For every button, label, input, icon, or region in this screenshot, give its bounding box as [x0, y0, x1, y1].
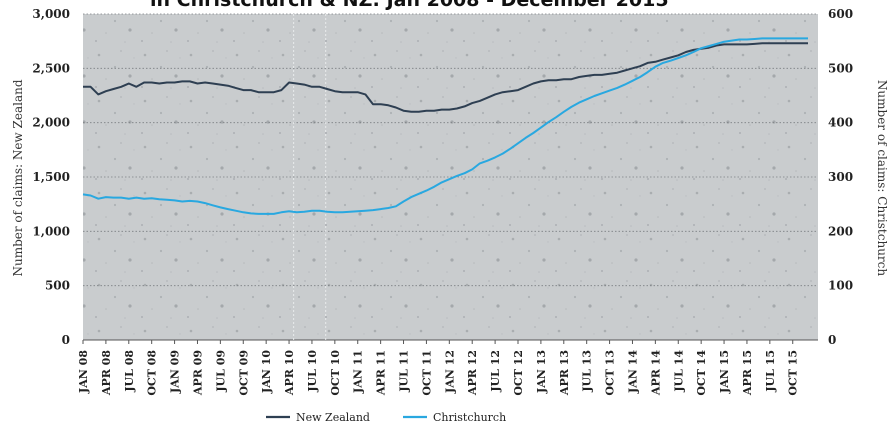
legend-label-christchurch: Christchurch	[433, 411, 506, 424]
x-tick-label: JAN 14	[626, 350, 639, 394]
right-axis: 0 100 200 300 400 500 600	[828, 7, 853, 347]
x-tick-label: OCT 14	[695, 350, 708, 396]
x-tick-label: JAN 10	[260, 350, 273, 394]
x-tick-label: OCT 13	[604, 350, 617, 396]
x-tick-label: JUL 14	[672, 350, 685, 393]
x-tick-label: APR 09	[191, 350, 204, 396]
x-tick-label: JAN 11	[352, 350, 365, 394]
series-line-christchurch	[82, 37, 808, 215]
series-layer	[82, 37, 808, 215]
x-tick-label: JAN 08	[77, 350, 90, 394]
x-tick-label: JAN 09	[169, 350, 182, 394]
x-tick-label: OCT 15	[787, 350, 800, 396]
x-tick-label: APR 13	[558, 350, 571, 396]
y-tick-label-left: 0	[62, 333, 70, 347]
y-tick-label-right: 300	[828, 170, 853, 184]
x-tick-label: JUL 13	[581, 350, 594, 393]
x-tick-label: JUL 11	[398, 350, 411, 393]
x-tick-label: OCT 11	[420, 350, 433, 396]
y-tick-label-right: 100	[828, 279, 853, 293]
x-tick-label: APR 14	[649, 350, 662, 396]
x-tick-label: JAN 13	[535, 350, 548, 394]
x-tick-label: OCT 09	[237, 350, 250, 396]
x-tick-label: JUL 15	[764, 350, 777, 393]
x-tick-label: OCT 08	[146, 350, 159, 396]
x-tick-label: APR 12	[466, 350, 479, 396]
left-axis: 0 500 1,000 1,500 2,000 2,500 3,000	[32, 7, 70, 347]
x-tick-label: JUL 10	[306, 350, 319, 393]
x-tick-label: APR 08	[100, 350, 113, 396]
y-tick-label-right: 200	[828, 224, 853, 238]
x-tick-label: JUL 09	[214, 350, 227, 393]
x-tick-label: JUL 08	[123, 350, 136, 393]
left-axis-label: Number of claims: New Zealand	[11, 79, 25, 276]
legend-label-new-zealand: New Zealand	[296, 411, 370, 424]
series-line-new-zealand	[83, 42, 808, 113]
x-tick-label: JAN 15	[718, 350, 731, 394]
y-tick-label-left: 3,000	[32, 7, 70, 21]
x-axis: JAN 08 APR 08 JUL 08 OCT 08 JAN 09 APR 09 JUL …	[77, 340, 800, 396]
y-tick-label-left: 1,000	[32, 224, 70, 238]
y-tick-label-right: 400	[828, 116, 853, 130]
x-tick-label: APR 15	[741, 350, 754, 396]
x-tick-label: JAN 12	[443, 350, 456, 394]
right-axis-label: Number of claims: Christchurch	[875, 80, 889, 276]
x-tick-label: OCT 12	[512, 350, 525, 396]
y-tick-label-left: 500	[45, 279, 70, 293]
y-tick-label-left: 2,500	[32, 61, 70, 75]
x-tick-label: APR 11	[375, 350, 388, 396]
y-tick-label-left: 1,500	[32, 170, 70, 184]
y-tick-label-right: 600	[828, 7, 853, 21]
y-tick-label-left: 2,000	[32, 116, 70, 130]
x-tick-label: OCT 10	[329, 350, 342, 396]
x-tick-label: APR 10	[283, 350, 296, 396]
chart-title: in Christchurch & NZ: Jan 2008 - Decembe…	[150, 0, 669, 11]
x-tick-label: JUL 12	[489, 350, 502, 393]
y-tick-label-right: 500	[828, 61, 853, 75]
y-tick-label-right: 0	[828, 333, 836, 347]
grid	[83, 13, 818, 341]
legend: New Zealand Christchurch	[266, 411, 506, 424]
